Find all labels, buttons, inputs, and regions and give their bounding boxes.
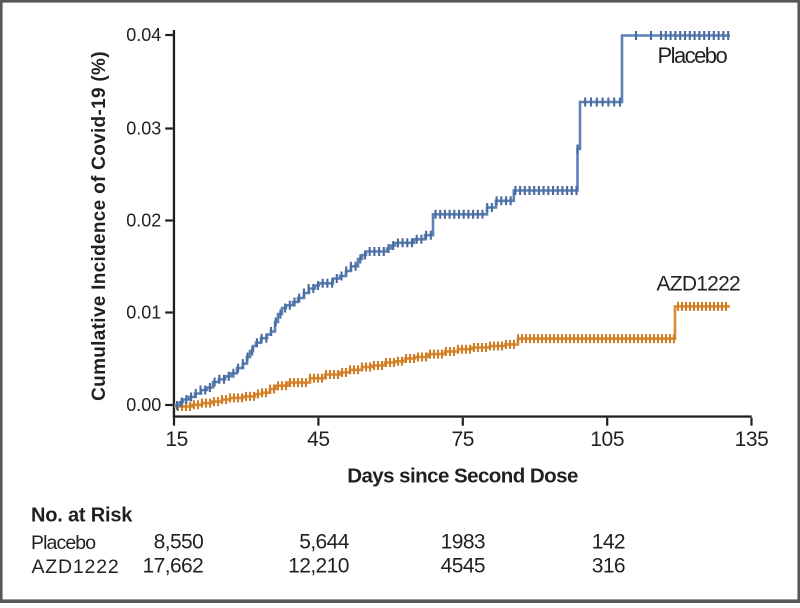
svg-text:0.03: 0.03 <box>126 119 161 139</box>
svg-text:0.04: 0.04 <box>126 25 161 45</box>
svg-text:No. at Risk: No. at Risk <box>31 505 133 527</box>
svg-text:0.01: 0.01 <box>126 303 161 323</box>
svg-text:316: 316 <box>592 554 625 577</box>
svg-text:12,210: 12,210 <box>288 554 349 577</box>
svg-text:4545: 4545 <box>441 554 485 577</box>
svg-text:AZD1222: AZD1222 <box>32 556 120 578</box>
svg-text:45: 45 <box>307 428 330 451</box>
svg-text:15: 15 <box>165 428 188 451</box>
svg-text:Days since Second Dose: Days since Second Dose <box>347 465 578 488</box>
svg-text:1983: 1983 <box>441 530 485 553</box>
svg-text:105: 105 <box>590 428 624 451</box>
svg-text:75: 75 <box>452 428 475 451</box>
svg-text:0.02: 0.02 <box>126 211 161 231</box>
svg-text:8,550: 8,550 <box>154 530 204 553</box>
svg-text:17,662: 17,662 <box>143 554 204 577</box>
svg-text:5,644: 5,644 <box>299 530 349 553</box>
svg-text:0.00: 0.00 <box>126 395 161 415</box>
svg-text:Placebo: Placebo <box>658 43 728 68</box>
svg-text:142: 142 <box>592 530 625 553</box>
svg-text:135: 135 <box>735 428 769 451</box>
svg-text:Placebo: Placebo <box>31 532 96 554</box>
svg-text:AZD1222: AZD1222 <box>657 273 741 296</box>
svg-text:Cumulative Incidence of Covid-: Cumulative Incidence of Covid-19 (%) <box>89 51 110 401</box>
